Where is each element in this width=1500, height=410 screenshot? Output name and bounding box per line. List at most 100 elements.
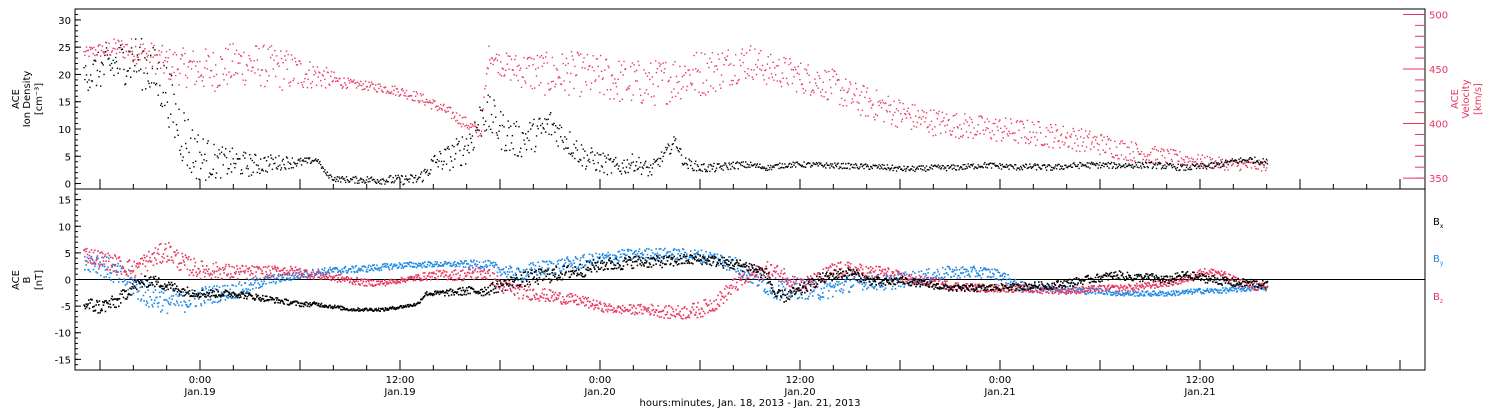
data-point-by (400, 263, 402, 266)
data-point-ion-density (353, 176, 355, 179)
data-point-velocity (703, 92, 705, 94)
data-point-ion-density (871, 167, 874, 170)
data-point-velocity (850, 102, 853, 104)
data-point-by (122, 280, 125, 283)
data-point-velocity (153, 45, 155, 47)
data-point-velocity (639, 88, 641, 90)
data-point-by (789, 295, 791, 297)
data-point-by (642, 253, 645, 256)
data-point-velocity (928, 131, 930, 133)
data-point-ion-density (625, 172, 627, 174)
data-point-velocity (189, 60, 191, 62)
data-point-by (763, 290, 765, 292)
data-point-bz (177, 252, 179, 254)
data-point-velocity (563, 80, 565, 82)
data-point-by (672, 249, 675, 252)
data-point-velocity (715, 65, 718, 67)
data-point-ion-density (779, 162, 781, 164)
data-point-by (822, 296, 825, 298)
data-point-velocity (803, 92, 805, 94)
data-point-velocity (1236, 165, 1239, 168)
data-point-ion-density (598, 153, 600, 156)
data-point-by (997, 271, 999, 273)
data-point-velocity (1030, 141, 1032, 143)
data-point-ion-density (184, 119, 186, 122)
data-point-by (676, 249, 678, 251)
data-point-bz (224, 265, 227, 268)
data-point-velocity (237, 62, 239, 64)
data-point-bz (176, 266, 179, 268)
data-point-by (98, 268, 100, 270)
data-point-ion-density (684, 162, 686, 164)
data-point-ion-density (915, 168, 917, 171)
data-point-ion-density (890, 168, 892, 170)
data-point-ion-density (1108, 167, 1110, 169)
data-point-by (840, 288, 843, 290)
data-point-velocity (950, 134, 953, 136)
data-point-by (470, 259, 472, 262)
data-point-by (1092, 291, 1094, 294)
data-point-by (437, 265, 439, 268)
data-point-by (961, 272, 963, 275)
data-point-by (912, 270, 914, 273)
data-point-ion-density (895, 166, 897, 169)
data-point-bz (150, 260, 153, 263)
data-point-velocity (155, 54, 158, 56)
data-point-bz (214, 276, 217, 278)
data-point-by (602, 256, 605, 259)
data-point-bz (100, 263, 102, 266)
data-point-by (518, 268, 520, 270)
data-point-by (796, 282, 798, 285)
data-point-velocity (914, 104, 916, 106)
data-point-ion-density (1176, 166, 1179, 169)
data-point-velocity (534, 87, 536, 89)
data-point-velocity (1063, 144, 1065, 146)
data-point-ion-density (592, 159, 594, 162)
data-point-ion-density (570, 153, 572, 156)
data-point-velocity (252, 66, 254, 69)
data-point-velocity (163, 72, 165, 74)
data-point-by (619, 256, 621, 259)
data-point-bz (206, 270, 209, 273)
data-point-bz (86, 247, 88, 250)
data-point-by (689, 255, 691, 258)
data-point-ion-density (1053, 167, 1055, 170)
data-point-by (756, 270, 758, 272)
data-point-by (181, 304, 183, 307)
data-point-by (387, 265, 389, 268)
data-point-bz (206, 265, 208, 267)
data-point-velocity (1120, 141, 1122, 143)
data-point-velocity (1020, 137, 1023, 139)
data-point-ion-density (118, 46, 120, 49)
data-point-ion-density (785, 165, 788, 168)
data-point-ion-density (1075, 165, 1078, 167)
data-point-by (1187, 292, 1189, 295)
data-point-velocity (226, 83, 229, 85)
data-point-ion-density (619, 170, 621, 173)
data-point-by (878, 284, 881, 287)
data-point-velocity (1223, 163, 1225, 165)
data-point-ion-density (944, 166, 946, 168)
data-point-velocity (665, 61, 667, 64)
data-point-ion-density (1045, 169, 1048, 171)
data-point-by (675, 258, 677, 260)
data-point-ion-density (961, 168, 964, 170)
data-point-velocity (900, 120, 903, 123)
data-point-ion-density (661, 160, 664, 162)
data-point-velocity (211, 84, 214, 87)
data-point-velocity (1168, 152, 1170, 155)
data-point-velocity (425, 98, 428, 101)
data-point-by (898, 285, 900, 287)
data-point-ion-density (956, 165, 959, 167)
data-point-by (613, 258, 615, 261)
data-point-velocity (940, 132, 942, 135)
data-point-by (1150, 292, 1152, 295)
data-point-by (364, 266, 367, 269)
data-point-velocity (434, 100, 436, 102)
data-point-ion-density (720, 165, 722, 167)
data-point-ion-density (462, 154, 464, 157)
data-point-velocity (315, 72, 317, 74)
data-point-velocity (306, 86, 309, 89)
data-point-ion-density (547, 118, 549, 120)
data-point-velocity (952, 115, 954, 117)
